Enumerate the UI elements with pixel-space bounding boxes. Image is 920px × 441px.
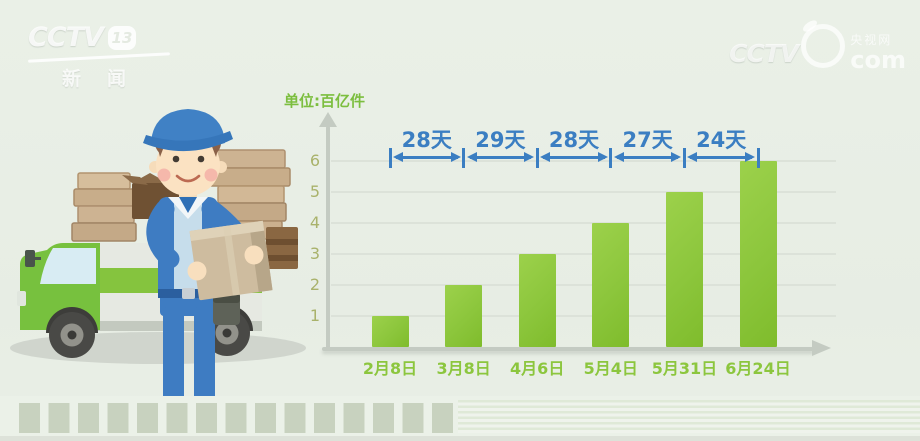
y-axis-tick-label: 5 [309,182,320,201]
x-axis-label: 4月6日 [510,359,565,378]
x-axis-label: 3月8日 [436,359,491,378]
bar [518,254,556,347]
small-parcel [266,227,298,269]
courier-illustration [10,109,306,433]
interval-tick [756,148,760,168]
interval-arrow-line [616,156,679,159]
y-axis-tick-label: 4 [309,213,320,232]
bar [739,161,777,347]
bar [665,192,703,347]
interval-tick [609,148,613,168]
interval-arrowhead-right [597,152,608,162]
x-axis-arrow [812,340,831,356]
interval-arrow-line [690,156,752,159]
cctv13-logo: CCTV 13 新闻 [28,22,178,91]
cctv13-logo-text: CCTV [28,22,104,53]
chart-unit-label: 单位:百亿件 [284,92,365,110]
interval-tick [388,148,392,168]
x-axis-label: 2月8日 [362,359,418,378]
interval-arrowhead-right [745,152,755,162]
gridline [331,253,836,255]
y-axis-tick-label: 3 [309,244,320,263]
cctv13-logo-number: 13 [107,25,136,50]
interval-label: 27天 [622,128,673,152]
interval-arrowhead-right [671,152,682,162]
gridline [331,191,836,193]
y-axis-tick-label: 1 [309,306,320,325]
x-axis-label: 5月4日 [583,359,638,378]
x-axis-label: 6月24日 [725,359,791,378]
interval-arrow-line [469,156,532,159]
interval-arrowhead-left [393,152,403,162]
band-stripe-pattern [458,400,920,433]
gridline [331,315,836,317]
cctv-com-logo: CCTV 央视网 com [729,24,906,72]
parcel-stack-left [71,172,137,242]
y-axis-tick-label: 2 [309,275,320,294]
interval-arrow-line [396,156,458,159]
y-axis-arrow [319,112,337,127]
cctv-com-logo-text: CCTV [729,39,799,68]
gridline [331,160,836,162]
gridline [331,222,836,224]
interval-label: 24天 [696,128,747,152]
x-axis-label: 5月31日 [651,359,718,378]
cctv-com-logo-circle-icon [801,24,846,68]
interval-label: 28天 [548,128,600,152]
interval-tick [462,148,466,168]
band-dash-pattern [19,403,460,433]
interval-arrowhead-left [540,152,551,162]
bar [592,223,630,347]
bottom-decorative-band [0,396,920,441]
interval-arrow-line [543,156,605,159]
y-axis-tick-label: 6 [309,151,320,170]
cctv-com-logo-cn: 央视网 [850,33,893,47]
gridline [331,284,836,286]
x-axis [322,347,814,351]
interval-arrowhead-right [524,152,535,162]
interval-label: 29天 [475,128,526,152]
interval-tick [535,148,539,168]
bar [371,316,409,347]
interval-arrowhead-right [450,152,461,162]
cctv13-logo-subtitle: 新闻 [62,68,153,90]
interval-tick [682,148,686,168]
interval-label: 28天 [401,128,452,152]
band-bottom-edge [0,436,920,441]
bar [445,285,483,347]
y-axis [326,126,330,351]
interval-arrowhead-left [613,152,624,162]
interval-arrowhead-left [466,152,477,162]
cctv-com-logo-com: com [850,46,906,74]
interval-arrowhead-left [687,152,698,162]
